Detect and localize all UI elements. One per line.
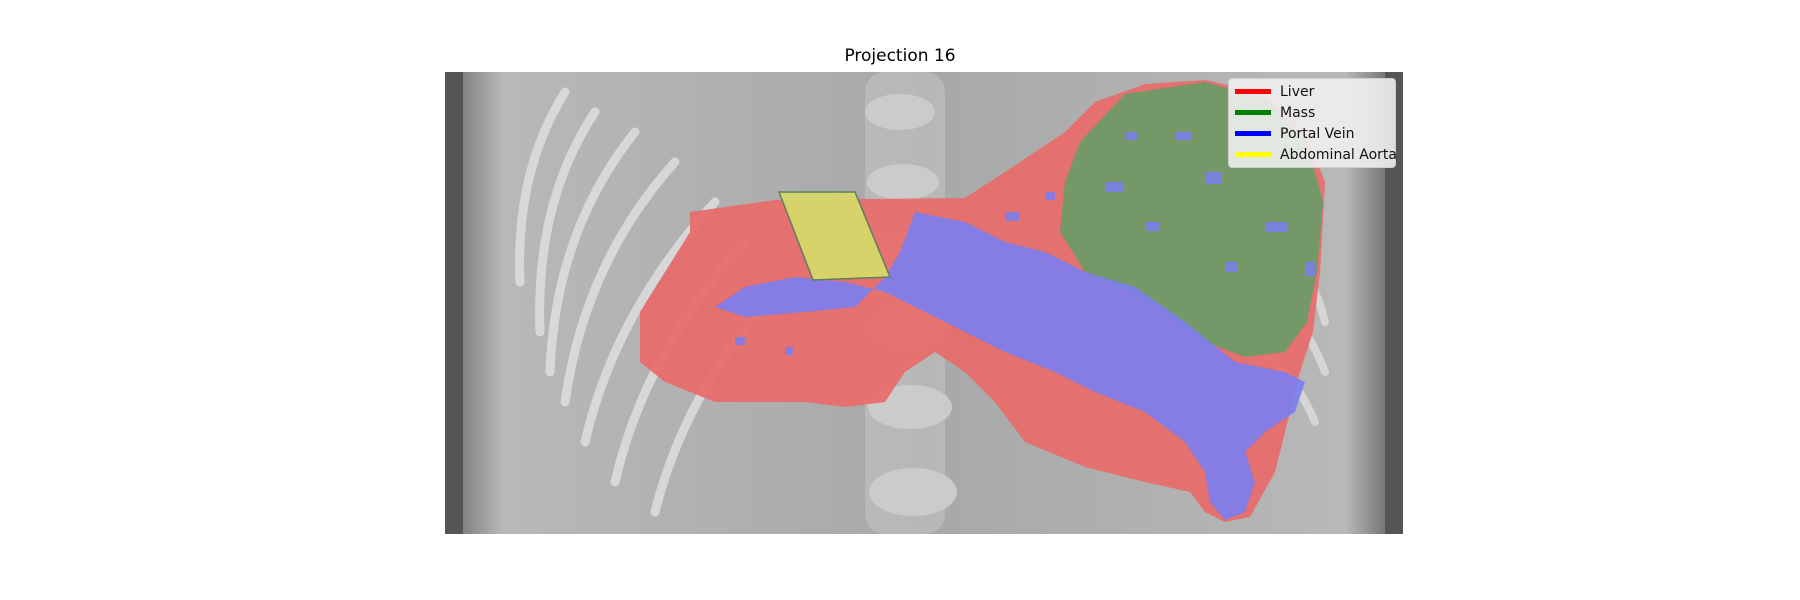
right-body-edge [1385,72,1403,534]
legend-swatch-portal-vein [1235,131,1271,136]
portal-vein-overlay [715,212,1305,520]
legend-label-abdominal-aorta: Abdominal Aorta [1280,146,1397,163]
abdominal-aorta-overlay [777,191,892,281]
legend-entry-mass: Mass [1235,102,1389,123]
legend-swatch-mass [1235,110,1271,115]
legend-label-liver: Liver [1280,83,1315,100]
figure-title: Projection 16 [844,46,956,66]
legend-entry-portal-vein: Portal Vein [1235,123,1389,144]
left-body-edge [445,72,463,534]
legend: Liver Mass Portal Vein Abdominal Aorta [1228,78,1397,168]
legend-entry-liver: Liver [1235,81,1389,102]
legend-entry-abdominal-aorta: Abdominal Aorta [1235,144,1397,165]
legend-label-portal-vein: Portal Vein [1280,125,1355,142]
legend-swatch-abdominal-aorta [1235,152,1271,157]
legend-swatch-liver [1235,89,1271,94]
legend-label-mass: Mass [1280,104,1316,121]
portal-vein-speckle [735,132,1315,355]
